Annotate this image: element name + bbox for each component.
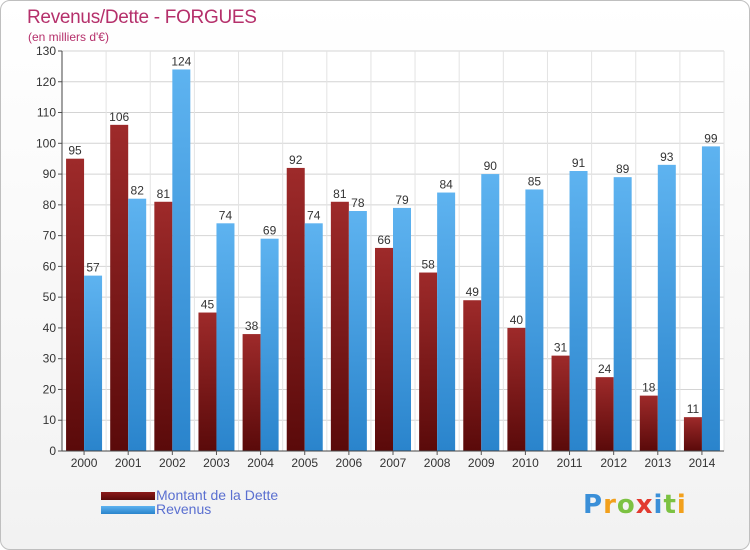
y-tick-label: 110 <box>37 106 56 120</box>
data-label-revenus: 84 <box>439 178 453 192</box>
x-tick-label: 2012 <box>600 456 627 470</box>
bar-dette <box>110 124 129 451</box>
bar-revenus <box>481 174 500 452</box>
y-tick-label: 80 <box>43 198 57 212</box>
legend-label-debt: Montant de la Dette <box>156 487 279 503</box>
bar-dette <box>242 334 261 451</box>
x-tick-label: 2001 <box>115 456 142 470</box>
data-label-dette: 38 <box>245 319 259 333</box>
data-label-revenus: 90 <box>484 159 498 173</box>
y-tick-label: 0 <box>49 444 56 458</box>
bar-revenus <box>525 189 544 451</box>
y-tick-label: 100 <box>36 136 56 150</box>
data-label-dette: 58 <box>421 258 435 272</box>
bar-dette <box>683 417 702 451</box>
x-tick-label: 2011 <box>557 456 583 470</box>
data-label-dette: 49 <box>466 285 480 299</box>
data-label-revenus: 57 <box>86 261 100 275</box>
data-label-revenus: 74 <box>219 208 233 222</box>
data-label-dette: 92 <box>289 153 303 167</box>
y-tick-label: 30 <box>43 352 57 366</box>
bar-dette <box>595 377 614 451</box>
bar-dette <box>551 355 570 451</box>
y-tick-label: 70 <box>43 229 57 243</box>
x-tick-label: 2013 <box>644 456 671 470</box>
data-label-dette: 11 <box>687 402 700 416</box>
y-tick-label: 120 <box>36 75 56 89</box>
legend-label-revenus: Revenus <box>156 501 212 517</box>
bar-dette <box>198 312 217 451</box>
bar-dette <box>375 247 393 451</box>
y-tick-label: 40 <box>43 321 57 335</box>
data-label-revenus: 91 <box>572 156 586 170</box>
data-label-dette: 66 <box>377 233 391 247</box>
bar-revenus <box>216 223 235 451</box>
data-label-dette: 81 <box>157 187 171 201</box>
data-label-revenus: 82 <box>131 184 145 198</box>
bar-dette <box>507 327 526 451</box>
y-tick-label: 130 <box>36 44 56 58</box>
y-tick-label: 60 <box>43 259 57 273</box>
bar-dette <box>330 201 349 451</box>
data-label-dette: 31 <box>554 341 568 355</box>
x-tick-label: 2006 <box>336 456 363 470</box>
x-tick-label: 2005 <box>291 456 318 470</box>
x-tick-label: 2014 <box>689 456 716 470</box>
chart-title: Revenus/Dette - FORGUES <box>27 7 257 28</box>
x-tick-label: 2000 <box>71 456 98 470</box>
bar-dette <box>154 201 173 451</box>
data-label-revenus: 124 <box>171 54 191 68</box>
bar-revenus <box>128 198 147 451</box>
y-tick-label: 20 <box>43 382 57 396</box>
data-label-dette: 24 <box>598 362 612 376</box>
legend-swatch-revenus <box>101 506 155 514</box>
proxiti-logo: Proxiti <box>583 490 687 520</box>
x-tick-label: 2009 <box>468 456 495 470</box>
data-label-dette: 106 <box>109 110 129 124</box>
bar-revenus <box>569 171 588 451</box>
x-tick-label: 2002 <box>159 456 186 470</box>
x-tick-label: 2010 <box>512 456 539 470</box>
x-tick-label: 2007 <box>380 456 407 470</box>
data-label-dette: 81 <box>333 187 347 201</box>
x-tick-label: 2008 <box>424 456 451 470</box>
x-tick-label: 2004 <box>247 456 274 470</box>
bar-revenus <box>84 275 103 451</box>
bar-dette <box>66 158 85 451</box>
chart-subtitle: (en milliers d'€) <box>28 30 109 44</box>
bar-dette <box>419 272 438 451</box>
bar-revenus <box>437 192 456 452</box>
bar-revenus <box>701 146 720 451</box>
data-label-dette: 18 <box>642 381 656 395</box>
y-tick-label: 90 <box>43 167 57 181</box>
data-label-dette: 45 <box>201 298 215 312</box>
x-tick-label: 2003 <box>203 456 230 470</box>
y-tick-label: 50 <box>43 290 57 304</box>
data-label-dette: 95 <box>68 144 82 158</box>
legend-swatch-debt <box>101 492 155 500</box>
y-tick-label: 10 <box>43 413 57 427</box>
bar-dette <box>639 395 658 451</box>
bar-revenus <box>393 207 411 451</box>
data-label-revenus: 78 <box>351 196 365 210</box>
bar-dette <box>463 300 482 451</box>
data-label-revenus: 69 <box>263 224 277 238</box>
bar-revenus <box>348 211 367 451</box>
data-label-revenus: 99 <box>704 131 718 145</box>
data-label-revenus: 74 <box>307 208 321 222</box>
bar-revenus <box>304 223 323 451</box>
bar-revenus <box>172 69 191 451</box>
data-label-revenus: 79 <box>395 193 409 207</box>
bar-revenus <box>260 238 279 451</box>
data-label-revenus: 85 <box>528 174 542 188</box>
data-label-dette: 40 <box>510 313 524 327</box>
data-label-revenus: 93 <box>660 150 674 164</box>
bar-revenus <box>657 164 676 451</box>
bar-revenus <box>613 177 632 451</box>
data-label-revenus: 89 <box>616 162 630 176</box>
bar-dette <box>286 167 305 451</box>
